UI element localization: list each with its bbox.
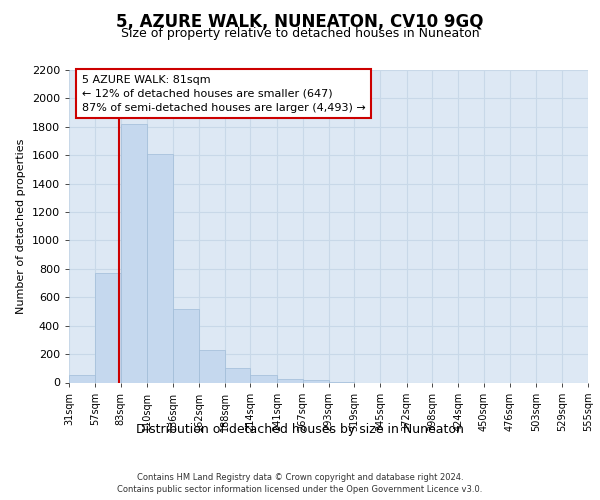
Bar: [173, 308, 199, 382]
Text: Contains public sector information licensed under the Open Government Licence v3: Contains public sector information licen…: [118, 485, 482, 494]
Bar: [303, 380, 329, 382]
Bar: [199, 350, 224, 382]
Text: Size of property relative to detached houses in Nuneaton: Size of property relative to detached ho…: [121, 28, 479, 40]
Y-axis label: Number of detached properties: Number of detached properties: [16, 138, 26, 314]
Text: Contains HM Land Registry data © Crown copyright and database right 2024.: Contains HM Land Registry data © Crown c…: [137, 472, 463, 482]
Bar: [147, 154, 173, 382]
Bar: [69, 376, 95, 382]
Bar: [224, 368, 250, 382]
Bar: [277, 379, 303, 382]
Text: Distribution of detached houses by size in Nuneaton: Distribution of detached houses by size …: [136, 422, 464, 436]
Bar: [95, 273, 121, 382]
Bar: [121, 124, 147, 382]
Text: 5 AZURE WALK: 81sqm
← 12% of detached houses are smaller (647)
87% of semi-detac: 5 AZURE WALK: 81sqm ← 12% of detached ho…: [82, 74, 366, 112]
Text: 5, AZURE WALK, NUNEATON, CV10 9GQ: 5, AZURE WALK, NUNEATON, CV10 9GQ: [116, 12, 484, 30]
Bar: [250, 374, 277, 382]
